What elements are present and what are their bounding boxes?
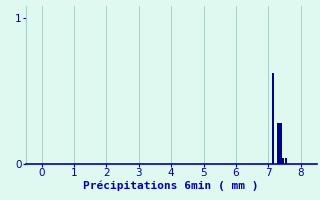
Bar xyxy=(279,123,282,164)
Bar xyxy=(282,158,284,164)
Bar xyxy=(284,158,287,164)
Bar xyxy=(272,73,274,164)
Bar xyxy=(277,123,279,164)
X-axis label: Précipitations 6min ( mm ): Précipitations 6min ( mm ) xyxy=(84,181,259,191)
